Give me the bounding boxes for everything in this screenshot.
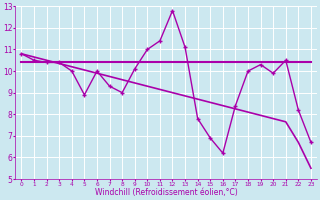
X-axis label: Windchill (Refroidissement éolien,°C): Windchill (Refroidissement éolien,°C) — [95, 188, 237, 197]
